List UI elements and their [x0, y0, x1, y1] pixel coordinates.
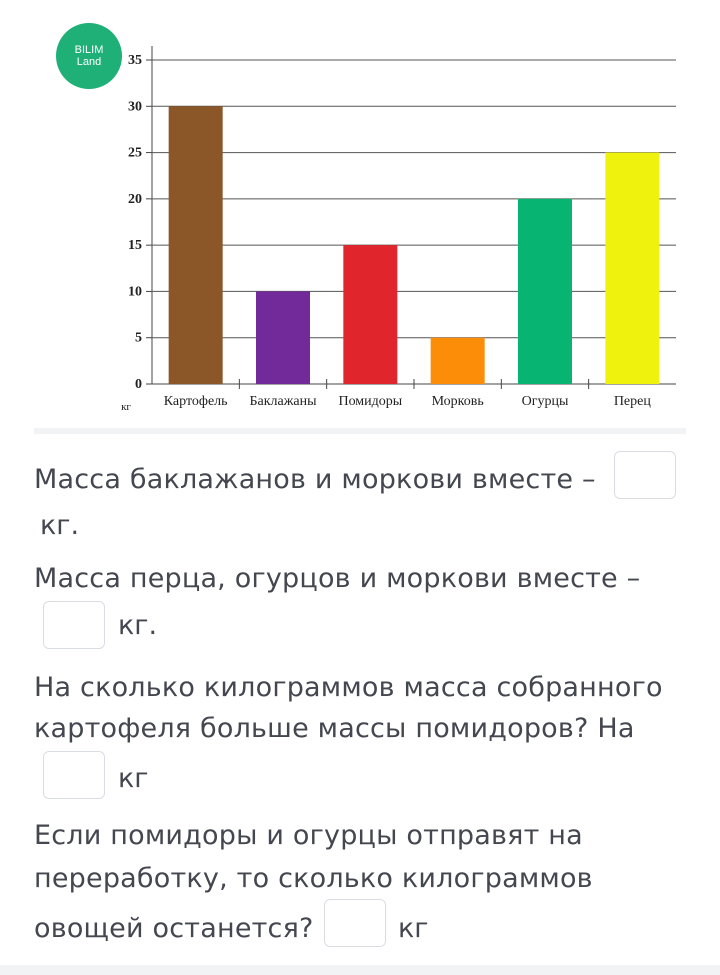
bilim-land-logo: BILIM Land: [56, 23, 122, 89]
question-2-text: Масса перца, огурцов и моркови вместе –: [34, 563, 641, 594]
question-3-answer-input[interactable]: [43, 751, 105, 799]
bar-5: [518, 198, 572, 384]
bar-2: [256, 291, 310, 384]
question-3-text-line2: картофеля больше массы помидоров? На: [34, 713, 635, 744]
bar-4: [430, 337, 485, 384]
y-axis-label: кг: [121, 401, 131, 413]
question-3-unit: кг: [118, 763, 149, 794]
logo-text-line1: BILIM: [74, 44, 104, 56]
question-4-text-line3: овощей останется?: [34, 913, 314, 944]
chart-area: 0 5 10 15 20 25 30 35 кг Картофель Баклажаны Помидо…: [0, 0, 720, 420]
y-tick-label: 25: [128, 146, 142, 161]
y-tick-label: 0: [135, 377, 142, 392]
bar-chart: 0 5 10 15 20 25 30 35 кг Картофель Баклажаны Помидо…: [121, 46, 676, 413]
question-4-answer-input[interactable]: [324, 899, 386, 947]
y-tick-label: 20: [128, 192, 142, 207]
question-4-unit: кг: [398, 913, 429, 944]
x-tick-label: Помидоры: [338, 394, 402, 409]
divider: [34, 428, 686, 434]
question-1-unit: кг.: [40, 510, 80, 541]
y-tick-label: 35: [128, 53, 142, 68]
x-tick-label: Перец: [614, 394, 652, 409]
y-tick-label: 30: [128, 99, 142, 114]
y-tick-label: 15: [128, 238, 142, 253]
question-2-unit: кг.: [118, 610, 158, 641]
x-tick-label: Картофель: [164, 394, 228, 409]
question-4-text-line1: Если помидоры и огурцы отправят на: [34, 820, 583, 851]
x-tick-label: Огурцы: [522, 394, 569, 409]
y-tick-label: 5: [135, 331, 142, 346]
question-2-answer-input[interactable]: [43, 601, 105, 649]
question-3-text-line1: На сколько килограммов масса собранного: [34, 672, 663, 703]
question-1-text: Масса баклажанов и моркови вместе –: [34, 464, 596, 495]
bottom-bar: [0, 965, 720, 975]
bar-1: [168, 106, 223, 385]
y-tick-label: 10: [128, 284, 142, 299]
bar-3: [343, 245, 398, 384]
bar-6: [605, 152, 660, 384]
question-4-text-line2: переработку, то сколько килограммов: [34, 863, 593, 894]
logo-text-line2: Land: [76, 56, 102, 68]
question-1-answer-input[interactable]: [614, 451, 676, 499]
x-tick-label: Морковь: [432, 394, 484, 409]
x-tick-label: Баклажаны: [249, 394, 317, 409]
